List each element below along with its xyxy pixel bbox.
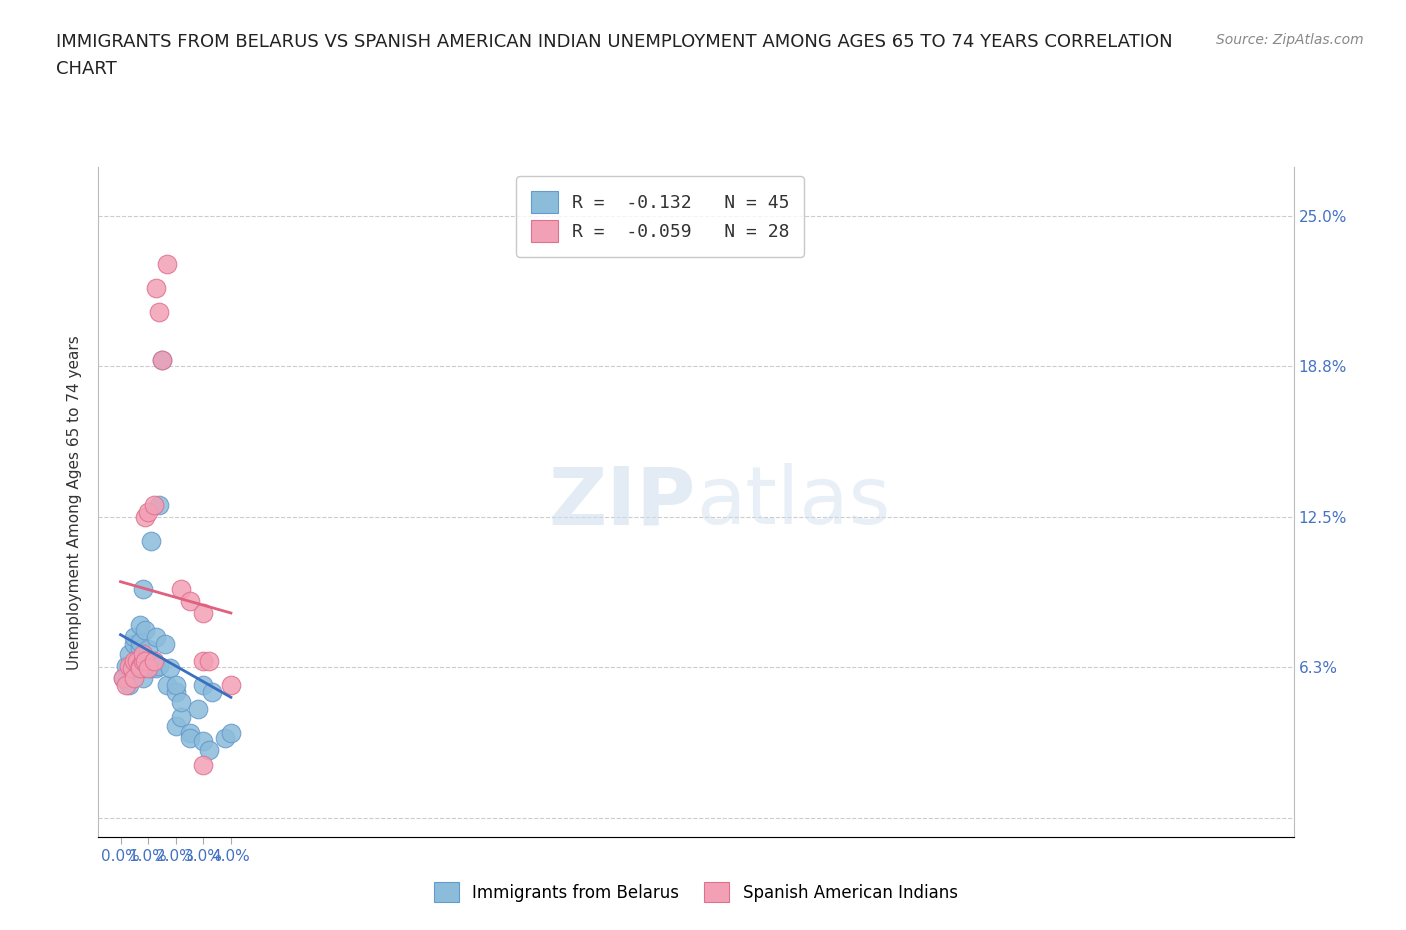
Point — [159, 661, 181, 676]
Point — [131, 671, 153, 685]
Point — [193, 605, 215, 620]
Text: atlas: atlas — [696, 463, 890, 541]
Point — [112, 671, 135, 685]
Point — [145, 661, 167, 676]
Point — [136, 661, 159, 676]
Point — [156, 257, 179, 272]
Point — [121, 671, 143, 685]
Point — [142, 498, 165, 512]
Point — [131, 581, 153, 596]
Point — [134, 510, 156, 525]
Y-axis label: Unemployment Among Ages 65 to 74 years: Unemployment Among Ages 65 to 74 years — [67, 335, 83, 670]
Text: IMMIGRANTS FROM BELARUS VS SPANISH AMERICAN INDIAN UNEMPLOYMENT AMONG AGES 65 TO: IMMIGRANTS FROM BELARUS VS SPANISH AMERI… — [56, 33, 1173, 50]
Point — [187, 702, 209, 717]
Point — [179, 593, 201, 608]
Point — [193, 678, 215, 693]
Point — [165, 685, 187, 700]
Point — [148, 658, 170, 673]
Point — [150, 352, 173, 367]
Point — [198, 654, 221, 669]
Point — [134, 654, 156, 669]
Point — [148, 304, 170, 319]
Point — [170, 695, 193, 710]
Point — [148, 498, 170, 512]
Point — [219, 726, 242, 741]
Point — [179, 731, 201, 746]
Text: ZIP: ZIP — [548, 463, 696, 541]
Point — [118, 658, 141, 673]
Point — [124, 654, 146, 669]
Point — [125, 654, 148, 669]
Point — [165, 719, 187, 734]
Point — [128, 658, 150, 673]
Point — [156, 678, 179, 693]
Legend: Immigrants from Belarus, Spanish American Indians: Immigrants from Belarus, Spanish America… — [427, 875, 965, 909]
Point — [139, 533, 162, 548]
Point — [128, 618, 150, 632]
Point — [136, 504, 159, 519]
Point — [124, 671, 146, 685]
Point — [150, 352, 173, 367]
Point — [139, 661, 162, 676]
Point — [115, 658, 138, 673]
Point — [128, 658, 150, 673]
Point — [170, 710, 193, 724]
Point — [153, 637, 176, 652]
Point — [165, 678, 187, 693]
Point — [200, 685, 222, 700]
Point — [193, 757, 215, 772]
Point — [136, 654, 159, 669]
Point — [145, 658, 167, 673]
Point — [193, 654, 215, 669]
Point — [124, 637, 146, 652]
Point — [125, 658, 148, 673]
Point — [170, 581, 193, 596]
Point — [131, 654, 153, 669]
Point — [131, 661, 153, 676]
Text: Source: ZipAtlas.com: Source: ZipAtlas.com — [1216, 33, 1364, 46]
Point — [128, 642, 150, 657]
Point — [131, 646, 153, 661]
Point — [214, 731, 236, 746]
Point — [118, 646, 141, 661]
Point — [124, 630, 146, 644]
Point — [142, 654, 165, 669]
Point — [134, 622, 156, 637]
Point — [219, 678, 242, 693]
Text: CHART: CHART — [56, 60, 117, 78]
Point — [121, 661, 143, 676]
Point — [118, 678, 141, 693]
Point — [142, 654, 165, 669]
Point — [128, 634, 150, 649]
Point — [145, 630, 167, 644]
Point — [128, 661, 150, 676]
Point — [145, 280, 167, 295]
Point — [179, 726, 201, 741]
Point — [193, 733, 215, 748]
Point — [136, 642, 159, 657]
Point — [112, 671, 135, 685]
Point — [125, 658, 148, 673]
Point — [198, 743, 221, 758]
Point — [115, 678, 138, 693]
